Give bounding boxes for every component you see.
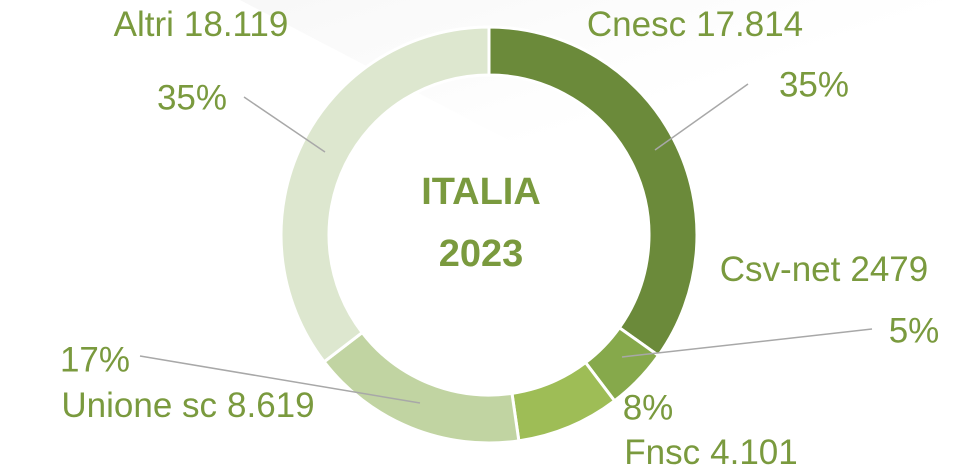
leader-line bbox=[139, 355, 421, 404]
center-subtitle: 2023 bbox=[439, 233, 524, 275]
category-name: Cnesc bbox=[587, 5, 686, 44]
slice-label: Csv-net 2479 bbox=[720, 250, 928, 289]
category-name: Unione sc bbox=[61, 386, 217, 425]
category-name: Csv-net bbox=[720, 250, 841, 289]
slice-label: Unione sc 8.619 bbox=[61, 386, 314, 425]
value-label: 17.814 bbox=[696, 5, 803, 44]
slice bbox=[279, 25, 491, 364]
leader-line bbox=[621, 328, 873, 358]
percent-label: 35% bbox=[157, 78, 227, 117]
percent-label: 35% bbox=[779, 65, 849, 104]
donut bbox=[279, 25, 699, 445]
percent-label: 5% bbox=[889, 311, 940, 350]
value-label: 4.101 bbox=[710, 433, 798, 472]
category-name: Altri bbox=[114, 5, 174, 44]
leader-line bbox=[654, 83, 749, 151]
value-label: 2479 bbox=[850, 250, 928, 289]
category-name: Fnsc bbox=[624, 433, 700, 472]
leader-line bbox=[243, 96, 326, 153]
percent-label: 17% bbox=[60, 340, 130, 379]
slice-label: Altri 18.119 bbox=[114, 5, 289, 44]
value-label: 18.119 bbox=[184, 5, 288, 44]
center-title: ITALIA bbox=[421, 171, 541, 213]
value-label: 8.619 bbox=[227, 386, 315, 425]
percent-label: 8% bbox=[623, 388, 674, 427]
slice-label: Fnsc 4.101 bbox=[624, 433, 797, 472]
slice-label: Cnesc 17.814 bbox=[587, 5, 803, 44]
